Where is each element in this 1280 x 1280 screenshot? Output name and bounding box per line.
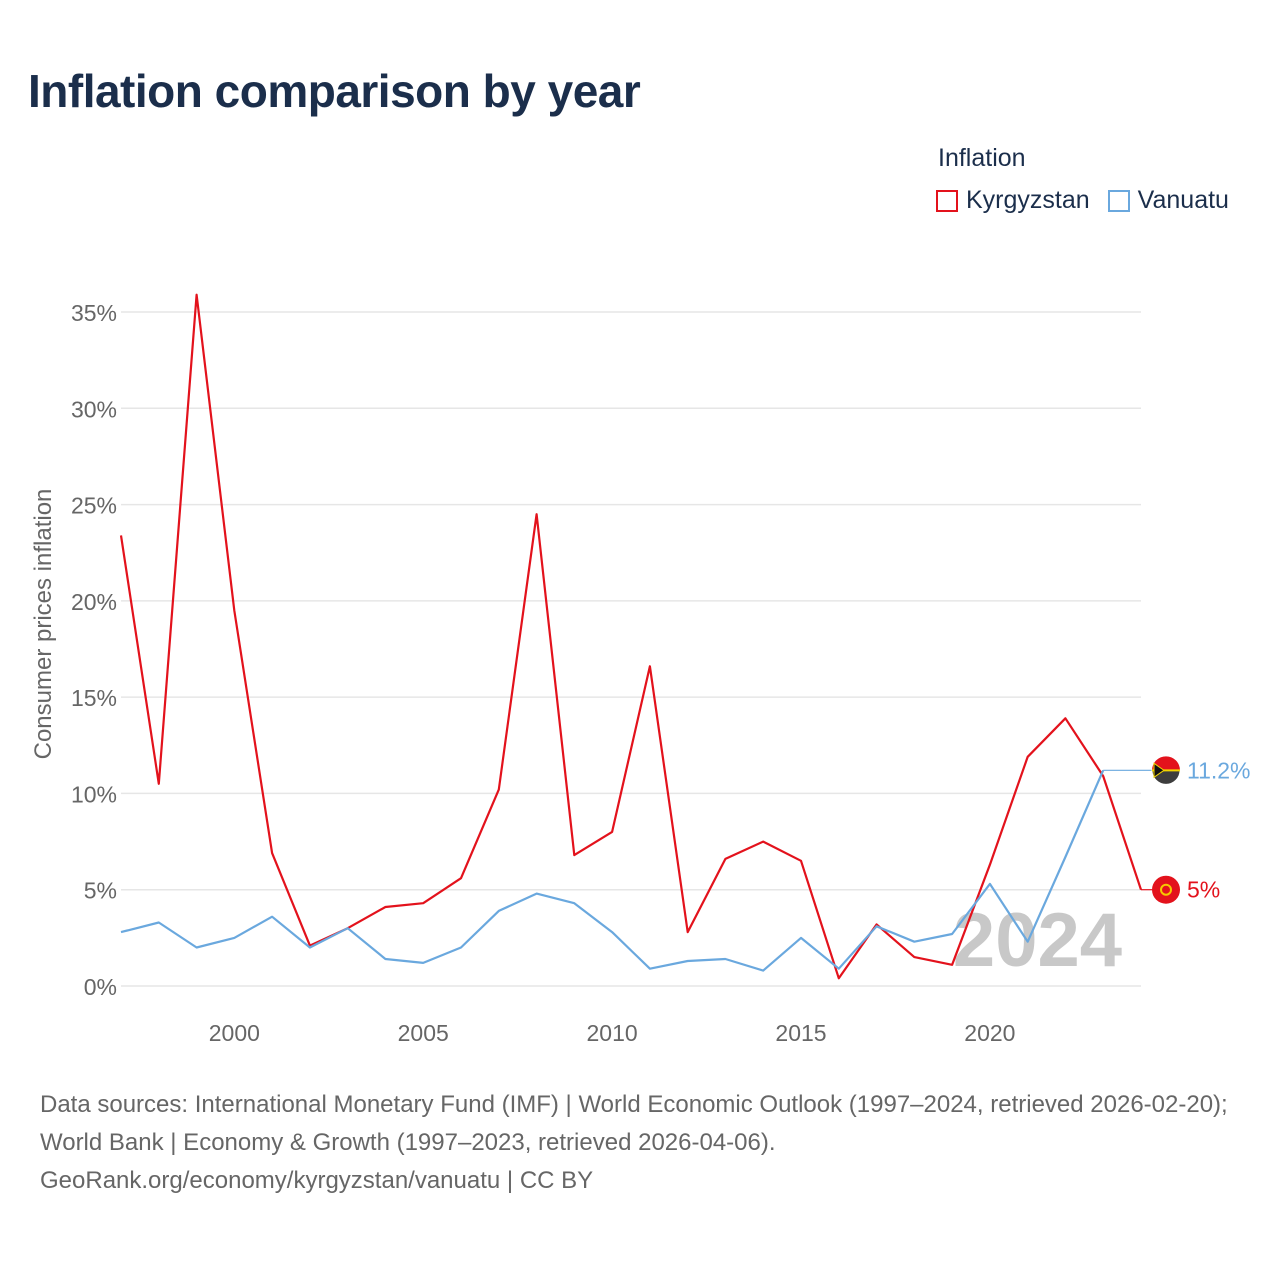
- legend-title: Inflation: [938, 144, 1026, 172]
- chart-title: Inflation comparison by year: [28, 65, 641, 117]
- line-chart: 0% 5% 10% 15% 20% 25% 30% 35% 2000 2005 2010 2015 20…: [30, 293, 1251, 1046]
- flag-marker-kyrgyzstan: [1152, 875, 1180, 904]
- y-tick-label: 25%: [71, 493, 117, 519]
- series-line-vanuatu: [120, 769, 1105, 972]
- y-tick-label: 30%: [71, 396, 117, 422]
- footer: Data sources: International Monetary Fun…: [40, 1086, 1250, 1200]
- y-tick-label: 20%: [71, 589, 117, 615]
- flag-marker-vanuatu-triangle: [1153, 762, 1165, 779]
- x-tick-label: 2020: [964, 1020, 1015, 1046]
- y-axis-label: Consumer prices inflation: [30, 489, 57, 760]
- series-line-kyrgyzstan: [119, 293, 1143, 980]
- flag-marker-kyrgyzstan-sun: [1160, 883, 1172, 896]
- x-tick-label: 2000: [209, 1020, 260, 1046]
- legend-item-kyrgyzstan[interactable]: Kyrgyzstan: [936, 186, 1090, 215]
- y-tick-label: 0%: [84, 974, 117, 1000]
- legend-label-vanuatu: Vanuatu: [1137, 186, 1229, 214]
- data-sources: Data sources: International Monetary Fun…: [40, 1091, 1228, 1156]
- y-tick-label: 15%: [71, 685, 117, 711]
- legend-label-kyrgyzstan: Kyrgyzstan: [966, 186, 1090, 214]
- y-tick-label: 35%: [71, 300, 117, 326]
- y-tick-label: 5%: [84, 878, 117, 904]
- legend-item-vanuatu[interactable]: Vanuatu: [1107, 186, 1229, 215]
- legend: Kyrgyzstan Vanuatu: [936, 186, 1247, 215]
- credit-link[interactable]: GeoRank.org/economy/kyrgyzstan/vanuatu |…: [40, 1167, 594, 1194]
- end-label-vanuatu: 11.2%: [1187, 757, 1251, 783]
- x-tick-label: 2010: [587, 1020, 638, 1046]
- year-watermark: 2024: [953, 898, 1122, 983]
- end-label-kyrgyzstan: 5%: [1187, 877, 1220, 903]
- legend-swatch-kyrgyzstan: [936, 189, 958, 212]
- y-tick-label: 10%: [71, 781, 117, 807]
- x-tick-label: 2005: [398, 1020, 449, 1046]
- legend-swatch-vanuatu: [1107, 189, 1130, 212]
- x-tick-label: 2015: [775, 1020, 826, 1046]
